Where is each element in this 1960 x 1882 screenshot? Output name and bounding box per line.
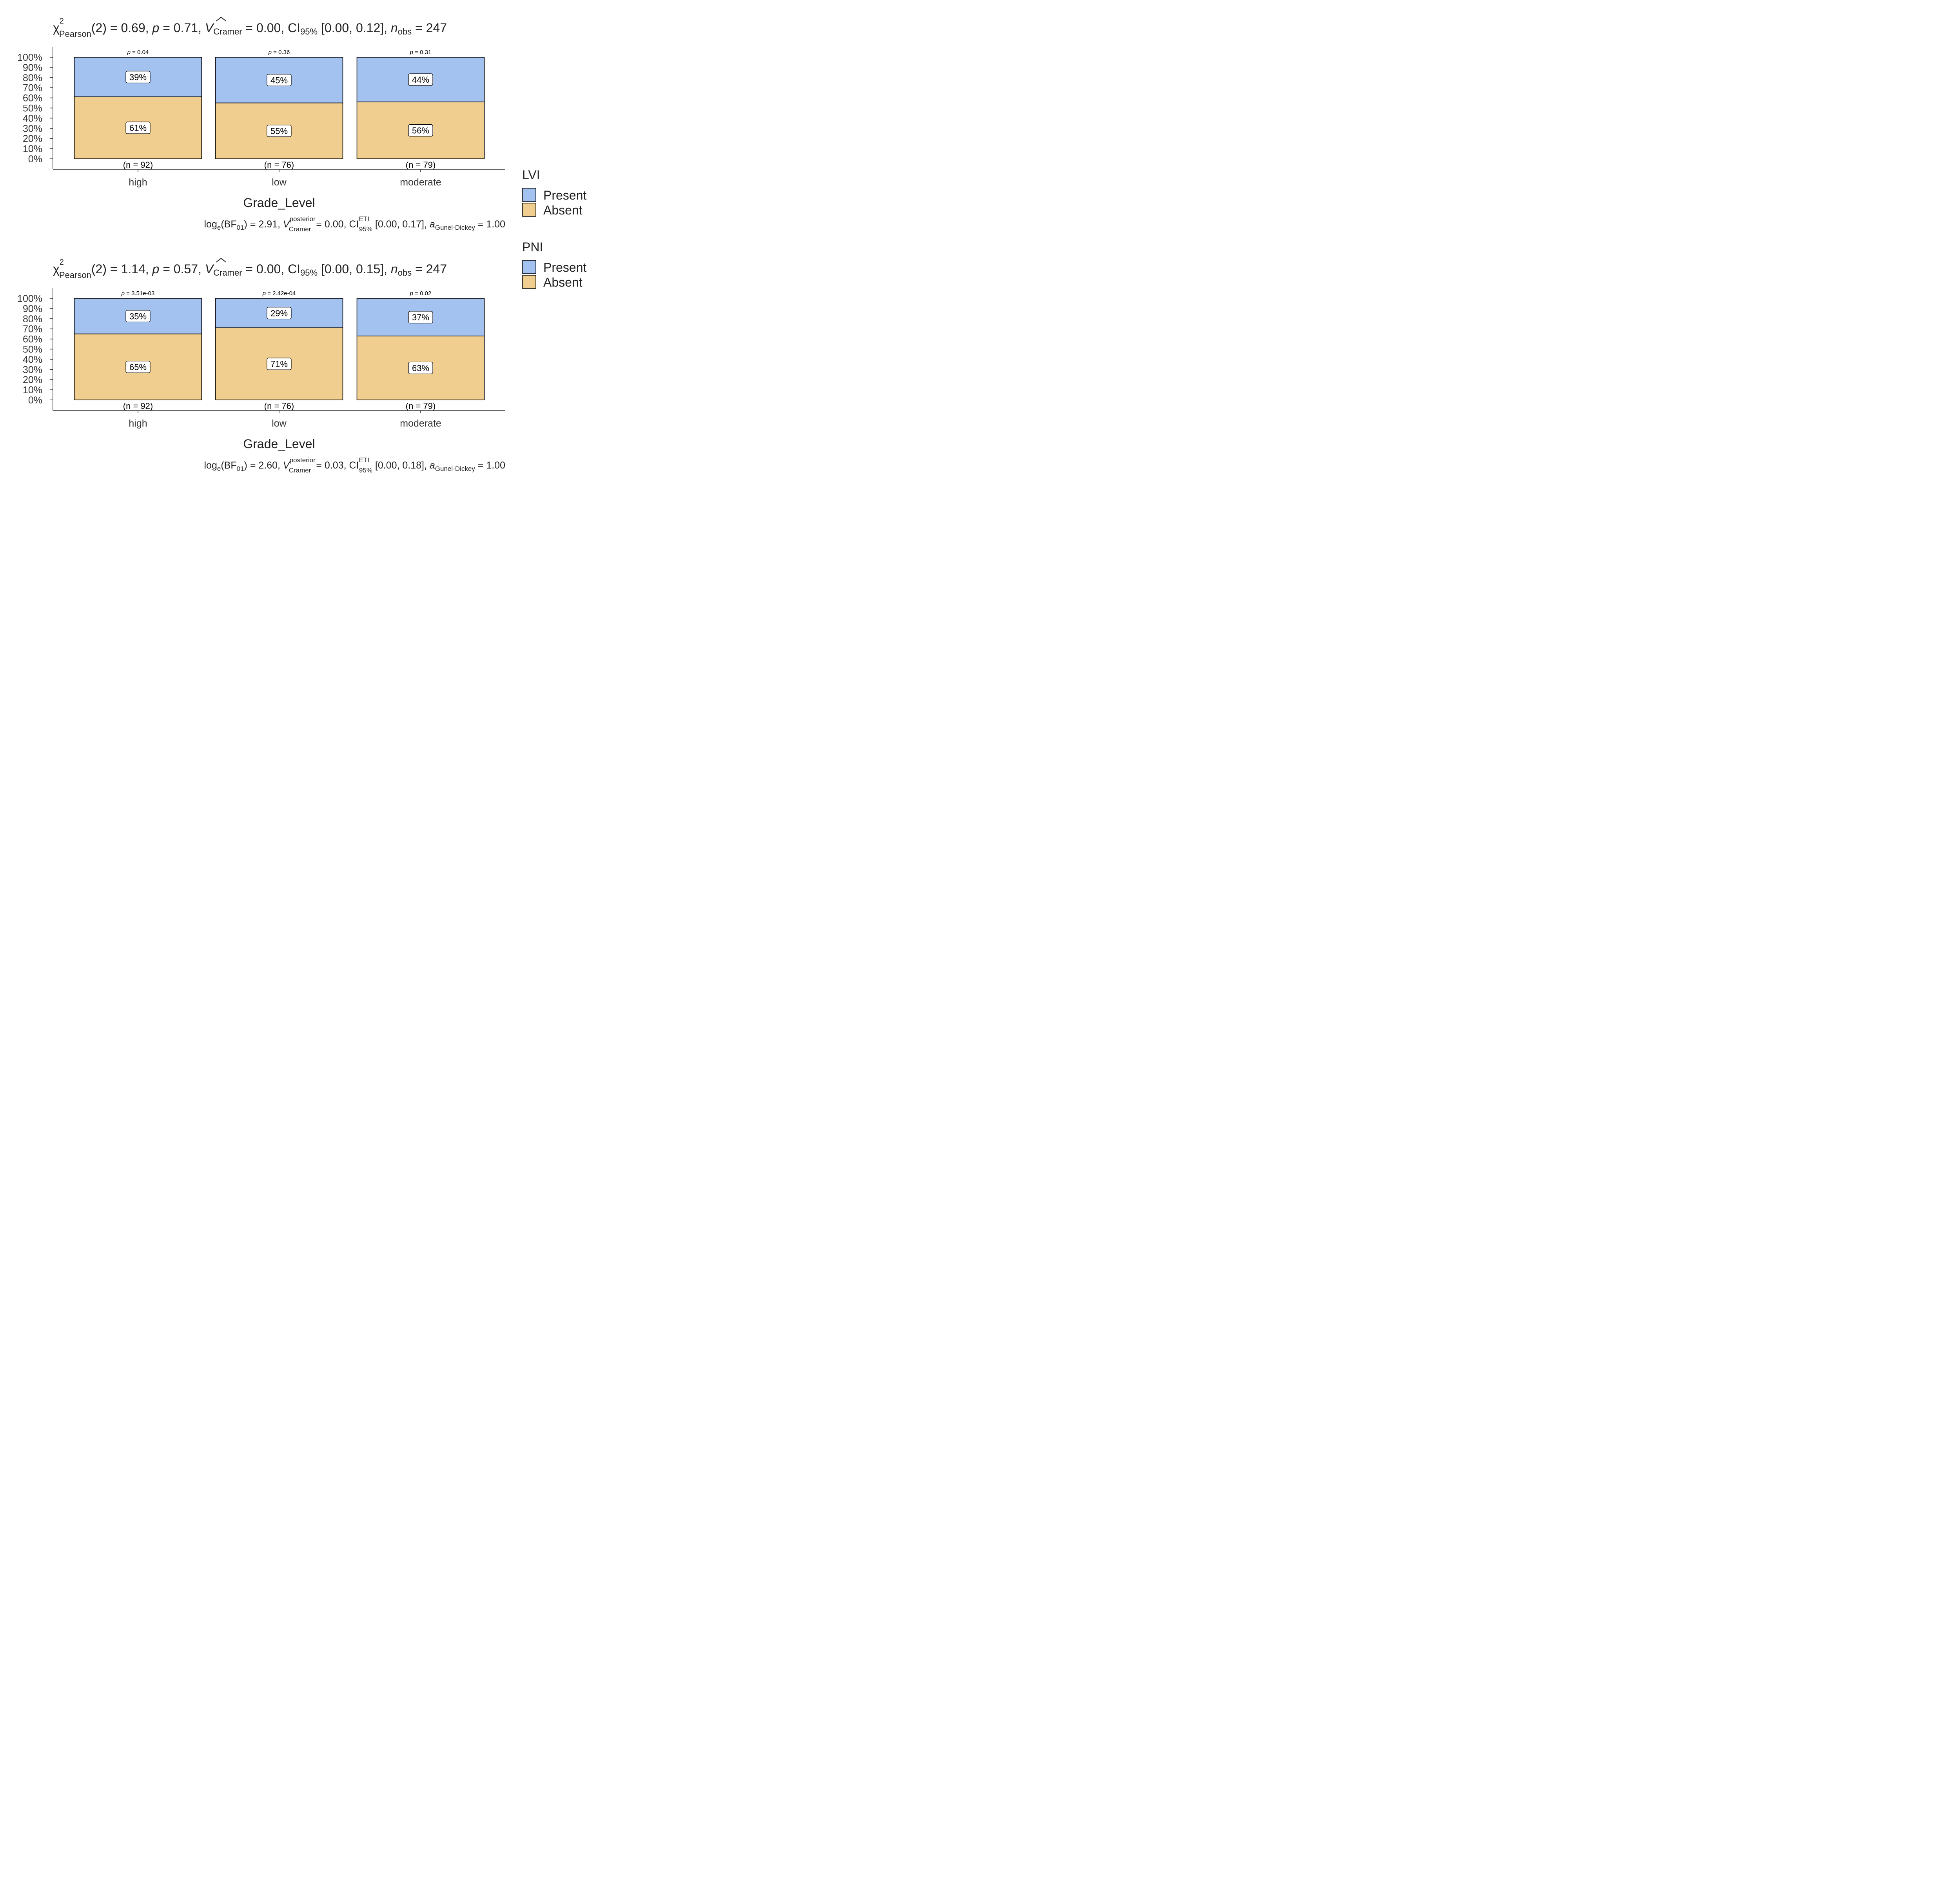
legend-pni: PNI Present Absent (522, 240, 586, 289)
n-label-low: (n = 76) (264, 160, 294, 170)
y-tick-label: 80% (23, 314, 42, 325)
p-value-label-low: p = 2.42e-04 (262, 290, 296, 297)
x-tick-label-moderate: moderate (400, 418, 441, 429)
panel-1-subtitle: loge(BF01) = 2.91, Vposterior Cramer = 0.… (204, 215, 506, 233)
y-tick-label: 100% (17, 52, 42, 63)
y-tick-label: 90% (23, 62, 42, 73)
x-tick-label-high: high (129, 418, 147, 429)
data-label-present-low-box (267, 74, 292, 86)
y-tick-label: 100% (17, 293, 42, 304)
y-tick-label: 50% (23, 103, 42, 114)
y-tick-label: 0% (28, 154, 42, 165)
data-label-present-high: 35% (129, 311, 147, 321)
y-tick-label: 10% (23, 144, 42, 154)
data-label-absent-low-box (267, 125, 292, 137)
legend-pni-title: PNI (522, 240, 543, 254)
y-tick-label: 30% (23, 364, 42, 375)
y-tick-label: 50% (23, 344, 42, 355)
data-label-absent-moderate: 63% (412, 363, 429, 373)
y-tick-label: 20% (23, 374, 42, 385)
data-label-present-low: 45% (270, 75, 288, 85)
data-label-present-high-box (125, 310, 151, 322)
x-tick-label-low: low (272, 177, 287, 188)
y-tick-label: 30% (23, 123, 42, 134)
data-label-absent-high: 61% (129, 123, 147, 133)
y-tick-label: 40% (23, 113, 42, 124)
y-tick-label: 70% (23, 83, 42, 94)
data-label-absent-moderate: 56% (412, 125, 429, 135)
x-tick-label-moderate: moderate (400, 177, 441, 188)
n-label-moderate: (n = 79) (406, 160, 436, 170)
panel-1-xlabel: Grade_Level (243, 196, 315, 210)
data-label-absent-low: 55% (270, 126, 288, 136)
panel-1-plot: 0%10%20%30%40%50%60%70%80%90%100% 39% 61% p… (17, 47, 505, 188)
data-label-present-high: 39% (129, 73, 147, 82)
data-label-present-moderate-box (408, 311, 433, 323)
panel-2-title: χ2 Pearson(2) = 1.14, p = 0.57, VCramer =… (53, 258, 447, 280)
p-value-label-high: p = 3.51e-03 (121, 290, 155, 297)
panel-2-xlabel: Grade_Level (243, 437, 315, 451)
legend-pni-present-swatch (522, 260, 536, 274)
y-tick-label: 40% (23, 354, 42, 365)
n-label-low: (n = 76) (264, 401, 294, 411)
x-tick-label-low: low (272, 418, 287, 429)
y-tick-label: 90% (23, 303, 42, 314)
legend-lvi-present-label: Present (543, 188, 586, 202)
p-value-label-moderate: p = 0.31 (410, 49, 432, 56)
legend-lvi-present-swatch (522, 188, 536, 202)
data-label-present-low-box (267, 307, 292, 320)
legend-pni-present-label: Present (543, 260, 586, 274)
panel-1-title: χ2 Pearson(2) = 0.69, p = 0.71, VCramer =… (53, 17, 447, 39)
n-label-moderate: (n = 79) (406, 401, 436, 411)
data-label-present-high-box (125, 71, 151, 84)
data-label-absent-moderate-box (408, 362, 433, 374)
panel-2-subtitle: loge(BF01) = 2.60, Vposterior Cramer = 0.… (204, 456, 506, 474)
x-tick-label-high: high (129, 177, 147, 188)
data-label-present-moderate-box (408, 73, 433, 86)
y-tick-label: 60% (23, 334, 42, 345)
p-value-label-high: p = 0.04 (127, 49, 149, 56)
legend-lvi-absent-label: Absent (543, 203, 583, 217)
chart-canvas: χ2 Pearson(2) = 0.69, p = 0.71, VCramer =… (17, 16, 586, 474)
y-tick-label: 0% (28, 395, 42, 406)
legend-lvi-title: LVI (522, 168, 540, 182)
data-label-present-moderate: 44% (412, 75, 429, 85)
data-label-absent-high: 65% (129, 362, 147, 372)
y-tick-label: 10% (23, 385, 42, 396)
y-tick-label: 20% (23, 133, 42, 144)
panel-1-vhat-icon (216, 16, 227, 22)
data-label-present-low: 29% (270, 309, 288, 318)
data-label-absent-high-box (125, 361, 151, 373)
n-label-high: (n = 92) (123, 160, 153, 170)
legend-pni-absent-label: Absent (543, 275, 583, 289)
panel-2-vhat-icon (216, 258, 227, 263)
y-tick-label: 70% (23, 324, 42, 335)
legend-lvi: LVI Present Absent (522, 168, 586, 217)
data-label-absent-low: 71% (270, 359, 288, 369)
n-label-high: (n = 92) (123, 401, 153, 411)
y-tick-label: 60% (23, 93, 42, 104)
legend-lvi-absent-swatch (522, 203, 536, 217)
panel-2-plot: 0%10%20%30%40%50%60%70%80%90%100% 35% 65% p… (17, 288, 505, 429)
p-value-label-low: p = 0.36 (268, 49, 290, 56)
y-tick-label: 80% (23, 73, 42, 84)
legend-pni-absent-swatch (522, 275, 536, 289)
data-label-absent-high-box (125, 122, 151, 134)
data-label-absent-moderate-box (408, 124, 433, 137)
data-label-absent-low-box (267, 358, 292, 370)
p-value-label-moderate: p = 0.02 (410, 290, 432, 297)
data-label-present-moderate: 37% (412, 312, 429, 322)
